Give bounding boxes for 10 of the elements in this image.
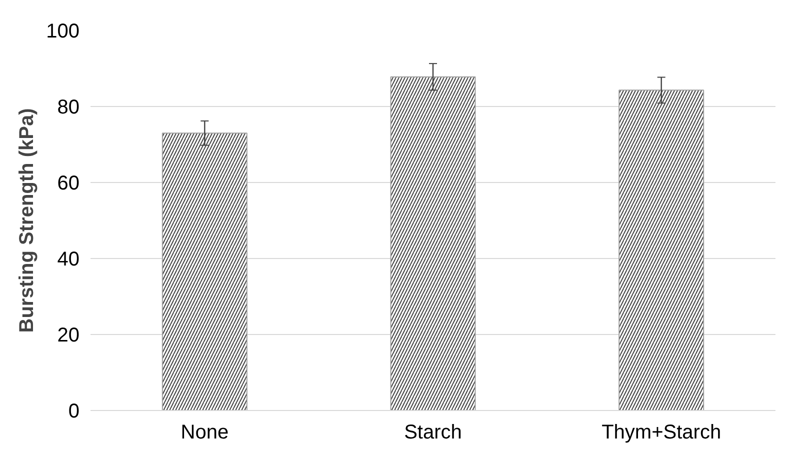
x-tick-label: Thym+Starch — [602, 422, 722, 444]
y-tick-label: 60 — [57, 172, 80, 194]
x-tick-label: Starch — [404, 422, 462, 444]
y-tick-label: 80 — [57, 96, 80, 118]
y-tick-label: 40 — [57, 248, 80, 270]
y-tick-label: 0 — [68, 400, 80, 422]
y-tick-label: 20 — [57, 324, 80, 346]
y-tick-label: 100 — [46, 20, 80, 42]
y-axis-title: Bursting Strength (kPa) — [16, 108, 38, 333]
x-tick-label: None — [180, 422, 229, 444]
